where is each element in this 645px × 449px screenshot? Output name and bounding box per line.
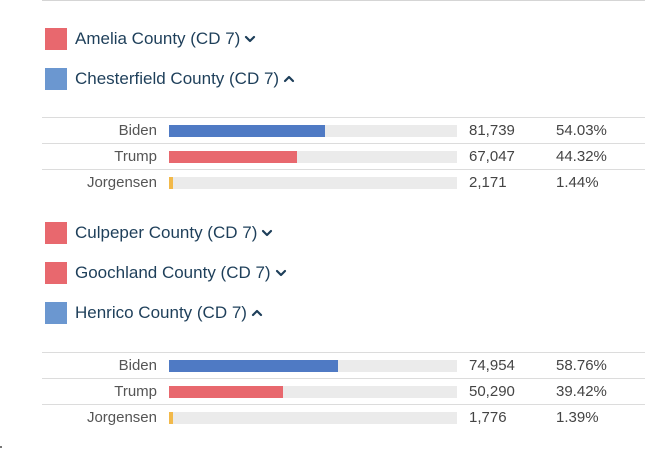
county-toggle-amelia[interactable]: Amelia County (CD 7) <box>45 28 256 50</box>
chevron-up-icon[interactable] <box>251 307 263 319</box>
county-color-swatch <box>45 68 67 90</box>
results-table-chesterfield: Biden 81,739 54.03% Trump 67,047 44.32% … <box>42 117 645 195</box>
county-color-swatch <box>45 262 67 284</box>
county-name: Chesterfield County (CD 7) <box>75 69 280 88</box>
county-name: Amelia County (CD 7) <box>75 29 241 48</box>
vote-count: 67,047 <box>469 148 515 165</box>
vote-share-track <box>169 360 457 372</box>
vote-percent: 39.42% <box>556 383 607 400</box>
vote-share-track <box>169 412 457 424</box>
vote-share-bar <box>169 386 283 398</box>
vote-share-track <box>169 386 457 398</box>
chevron-down-icon[interactable] <box>244 33 256 45</box>
result-row-jorgensen: Jorgensen 1,776 1.39% <box>42 405 645 430</box>
candidate-name: Jorgensen <box>86 409 157 426</box>
chevron-down-icon[interactable] <box>275 267 287 279</box>
vote-share-bar <box>169 177 173 189</box>
edge-mark <box>0 446 2 448</box>
chevron-down-icon[interactable] <box>261 227 273 239</box>
result-row-biden: Biden 81,739 54.03% <box>42 118 645 144</box>
vote-share-bar <box>169 151 297 163</box>
vote-percent: 58.76% <box>556 357 607 374</box>
vote-count: 74,954 <box>469 357 515 374</box>
county-color-swatch <box>45 28 67 50</box>
vote-share-track <box>169 151 457 163</box>
county-toggle-culpeper[interactable]: Culpeper County (CD 7) <box>45 222 273 244</box>
result-row-jorgensen: Jorgensen 2,171 1.44% <box>42 170 645 195</box>
results-table-henrico: Biden 74,954 58.76% Trump 50,290 39.42% … <box>42 352 645 430</box>
county-name: Goochland County (CD 7) <box>75 263 271 282</box>
county-color-swatch <box>45 302 67 324</box>
county-toggle-goochland[interactable]: Goochland County (CD 7) <box>45 262 287 284</box>
vote-share-bar <box>169 125 325 137</box>
vote-count: 50,290 <box>469 383 515 400</box>
candidate-name: Biden <box>118 122 157 139</box>
vote-count: 81,739 <box>469 122 515 139</box>
chevron-up-icon[interactable] <box>283 73 295 85</box>
county-color-swatch <box>45 222 67 244</box>
vote-share-track <box>169 177 457 189</box>
candidate-name: Trump <box>114 383 157 400</box>
vote-percent: 54.03% <box>556 122 607 139</box>
vote-share-track <box>169 125 457 137</box>
candidate-name: Jorgensen <box>86 174 157 191</box>
divider <box>42 0 645 1</box>
county-name: Culpeper County (CD 7) <box>75 223 258 242</box>
result-row-trump: Trump 67,047 44.32% <box>42 144 645 170</box>
result-row-trump: Trump 50,290 39.42% <box>42 379 645 405</box>
vote-percent: 44.32% <box>556 148 607 165</box>
result-row-biden: Biden 74,954 58.76% <box>42 353 645 379</box>
vote-percent: 1.44% <box>556 174 599 191</box>
county-toggle-chesterfield[interactable]: Chesterfield County (CD 7) <box>45 68 295 90</box>
county-name: Henrico County (CD 7) <box>75 303 247 322</box>
candidate-name: Trump <box>114 148 157 165</box>
candidate-name: Biden <box>118 357 157 374</box>
vote-share-bar <box>169 412 173 424</box>
vote-count: 2,171 <box>469 174 507 191</box>
vote-share-bar <box>169 360 338 372</box>
vote-count: 1,776 <box>469 409 507 426</box>
vote-percent: 1.39% <box>556 409 599 426</box>
county-toggle-henrico[interactable]: Henrico County (CD 7) <box>45 302 263 324</box>
